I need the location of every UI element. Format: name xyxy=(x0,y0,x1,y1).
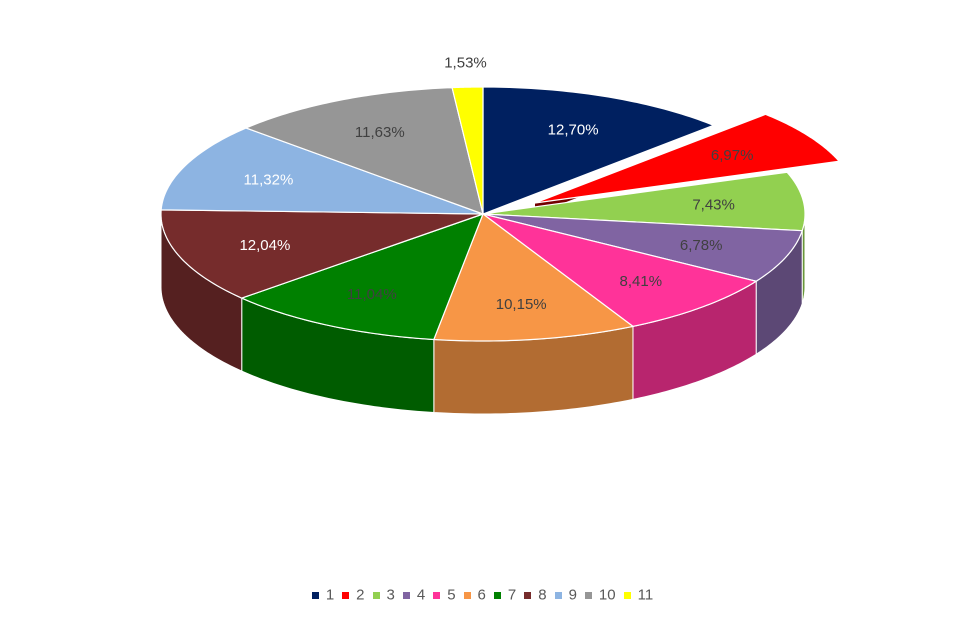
slice-1 xyxy=(482,86,716,215)
legend-label-6: 6 xyxy=(477,586,486,604)
data-label-8: 12,04% xyxy=(239,237,290,254)
legend-entry-4: 4 xyxy=(402,586,426,604)
legend-entry-3: 3 xyxy=(372,586,395,604)
legend-entry-9: 9 xyxy=(554,586,577,604)
legend-swatch-4 xyxy=(402,591,410,599)
legend-swatch-8 xyxy=(524,591,532,599)
legend-entry-11: 11 xyxy=(623,586,654,604)
legend-swatch-3 xyxy=(372,591,380,599)
data-label-4: 6,78% xyxy=(680,237,723,254)
legend-entry-10: 10 xyxy=(584,586,616,604)
legend-entry-2: 2 xyxy=(342,586,365,604)
slice-3 xyxy=(482,171,806,232)
legend-label-7: 7 xyxy=(507,586,517,604)
slice-2 xyxy=(534,113,841,204)
legend-label-3: 3 xyxy=(386,586,395,604)
legend-entry-7: 7 xyxy=(493,586,517,604)
legend-label-5: 5 xyxy=(447,586,456,604)
slice-7 xyxy=(240,213,485,341)
legend-label-10: 10 xyxy=(598,586,616,604)
slice-6 xyxy=(432,213,635,342)
legend-label-1: 1 xyxy=(325,586,335,604)
legend-entry-1: 1 xyxy=(311,586,335,604)
legend-entry-6: 6 xyxy=(463,586,486,604)
slice-9 xyxy=(160,127,484,215)
legend-swatch-6 xyxy=(463,591,471,599)
legend: 1 2 3 4 5 6 7 8 9 10 11 xyxy=(0,586,965,604)
data-label-7: 11,04% xyxy=(347,286,397,303)
slice-4 xyxy=(482,213,804,282)
legend-swatch-5 xyxy=(433,591,441,599)
data-label-6: 10,15% xyxy=(496,296,547,313)
legend-swatch-2 xyxy=(342,591,350,599)
legend-entry-5: 5 xyxy=(433,586,456,604)
legend-swatch-7 xyxy=(493,591,501,599)
legend-swatch-10 xyxy=(584,591,592,599)
data-label-3: 7,43% xyxy=(692,197,735,214)
legend-label-9: 9 xyxy=(568,586,577,604)
slice-5 xyxy=(482,213,758,328)
legend-swatch-11 xyxy=(623,591,631,599)
data-label-2: 6,97% xyxy=(711,147,754,164)
data-label-1: 12,70% xyxy=(548,122,599,139)
slice-10 xyxy=(244,86,484,215)
slice-11 xyxy=(451,86,484,215)
data-label-5: 8,41% xyxy=(620,273,663,290)
legend-label-8: 8 xyxy=(538,586,547,604)
legend-label-4: 4 xyxy=(416,586,426,604)
legend-label-11: 11 xyxy=(637,586,654,604)
data-label-10: 11,63% xyxy=(355,124,405,141)
data-label-11: 1,53% xyxy=(444,55,487,72)
legend-swatch-1 xyxy=(311,591,319,599)
slice-8 xyxy=(160,209,484,299)
legend-entry-8: 8 xyxy=(524,586,547,604)
data-label-9: 11,32% xyxy=(244,171,294,188)
legend-swatch-9 xyxy=(554,591,562,599)
legend-label-2: 2 xyxy=(356,586,365,604)
